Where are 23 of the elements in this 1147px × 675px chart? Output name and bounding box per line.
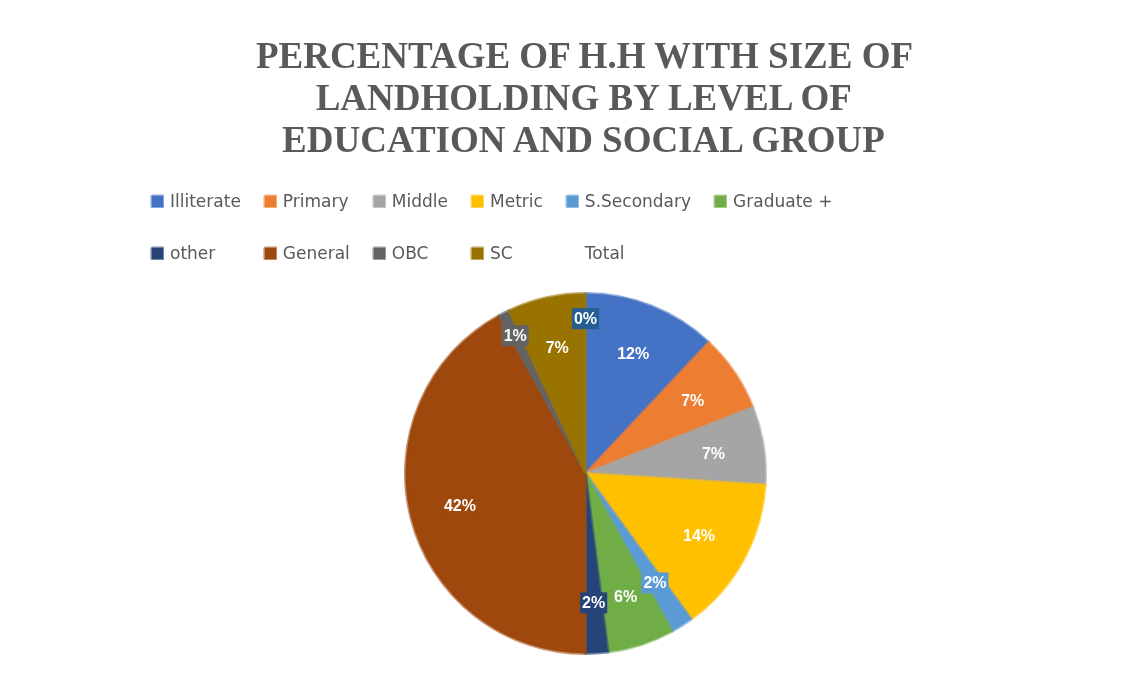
legend-label: OBC [391,242,429,265]
data-label: 2% [582,594,606,612]
chart-title: PERCENTAGE OF H.H WITH SIZE OF LANDHOLDING BY LEVEL OF EDUCATION AND SOCIAL GROUP [255,35,914,160]
data-label: 7% [681,392,705,410]
data-label: 7% [545,338,569,356]
data-label: 14% [683,527,716,545]
data-label: 12% [617,344,650,362]
data-label: 7% [701,444,726,462]
data-label: 6% [613,588,638,606]
category-label: Total [584,243,625,263]
legend-label: General [282,242,350,265]
legend-label: other [170,242,216,265]
legend-label: Primary [282,190,349,213]
legend-label: S.Secondary [584,190,692,213]
legend-label: Metric [490,190,543,213]
text: 0% [573,310,598,328]
data-label: 1% [503,327,527,345]
legend-label: Middle [391,190,448,213]
legend-label: SC [490,242,513,265]
data-label: 2% [643,574,667,592]
legend-label: Graduate + [733,190,833,213]
legend-label: Illiterate [170,190,241,213]
data-label: 42% [443,497,476,515]
